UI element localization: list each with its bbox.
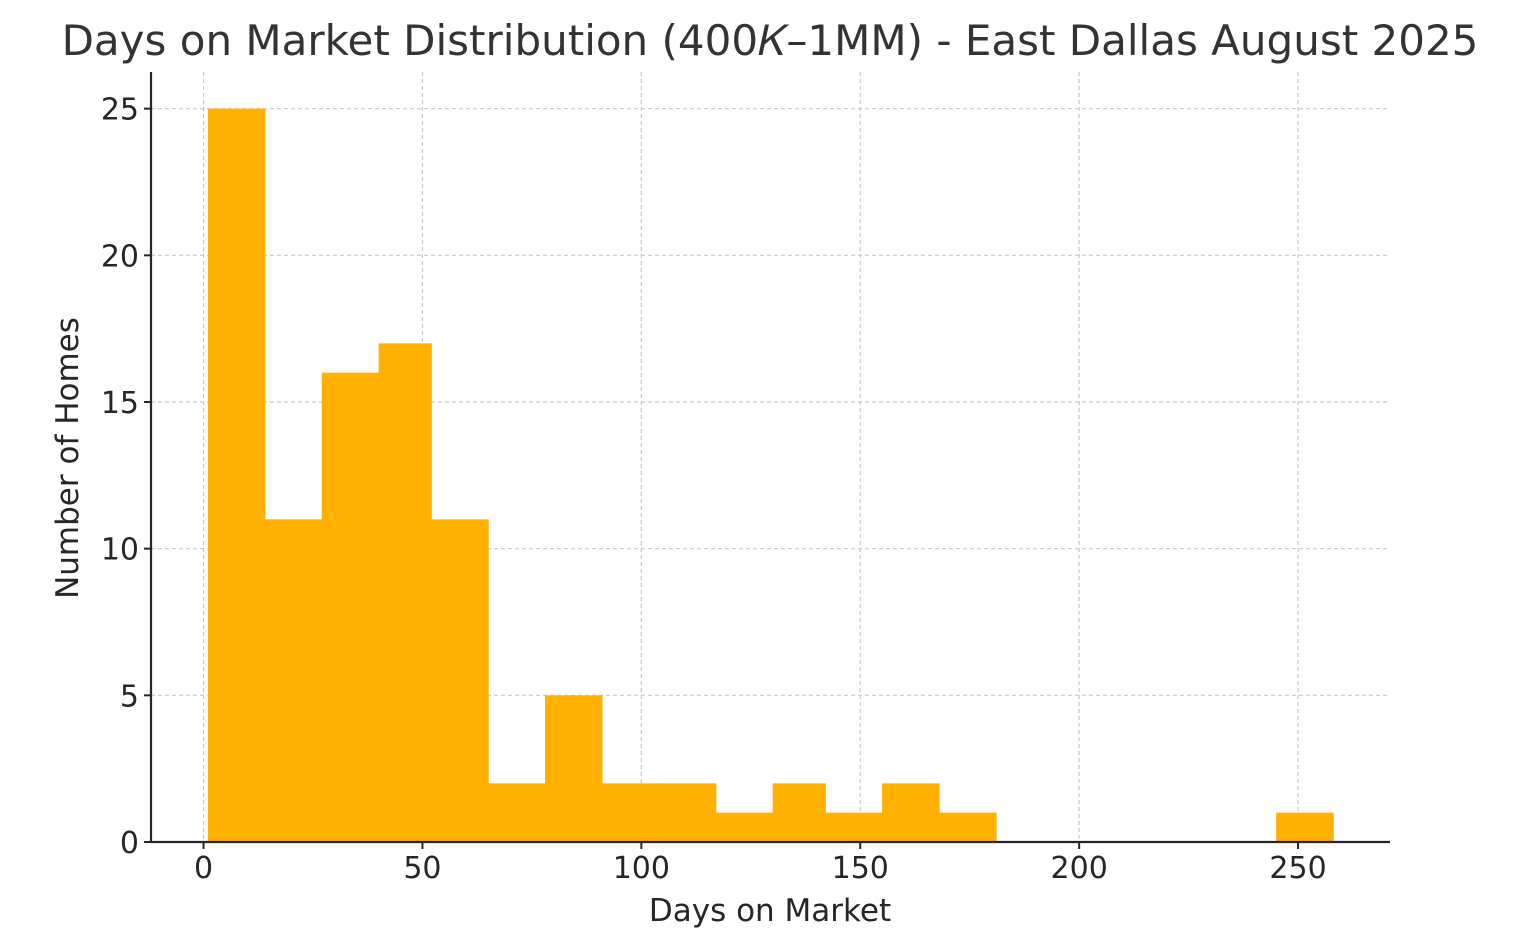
histogram-bar-4 bbox=[431, 519, 489, 842]
y-tick-label-3: 15 bbox=[101, 386, 139, 421]
histogram-bar-1 bbox=[264, 519, 323, 842]
x-axis-label: Days on Market bbox=[649, 893, 891, 929]
histogram-bar-12 bbox=[882, 783, 940, 842]
histogram-bar-9 bbox=[715, 812, 774, 842]
x-tick-label-2: 100 bbox=[613, 851, 670, 886]
y-tick-label-2: 10 bbox=[101, 533, 139, 568]
histogram-bars bbox=[207, 108, 1334, 842]
histogram-bar-2 bbox=[321, 372, 380, 842]
histogram-bar-5 bbox=[488, 783, 546, 842]
y-tick-label-1: 5 bbox=[120, 679, 139, 714]
y-tick-label-4: 20 bbox=[101, 239, 139, 274]
histogram-bar-8 bbox=[658, 783, 717, 842]
histogram-bar-19 bbox=[1276, 812, 1334, 842]
histogram-bar-6 bbox=[545, 695, 603, 842]
x-tick-label-3: 150 bbox=[832, 851, 889, 886]
y-tick-label-5: 25 bbox=[101, 93, 139, 128]
axes bbox=[149, 72, 1390, 844]
histogram-bar-3 bbox=[378, 343, 432, 842]
chart-title: Days on Market Distribution (400𝐾–1MM) -… bbox=[62, 16, 1479, 65]
histogram-bar-11 bbox=[825, 812, 883, 842]
x-axis-ticks: 0 50 100 150 200 250 bbox=[194, 842, 1327, 886]
x-tick-label-1: 50 bbox=[403, 851, 441, 886]
x-tick-label-0: 0 bbox=[194, 851, 213, 886]
y-axis-ticks: 0 5 10 15 20 25 bbox=[101, 93, 151, 861]
histogram-bar-7 bbox=[601, 783, 660, 842]
y-axis-label: Number of Homes bbox=[50, 317, 86, 599]
histogram-bar-0 bbox=[207, 108, 266, 842]
y-tick-label-0: 0 bbox=[120, 826, 139, 861]
x-tick-label-4: 200 bbox=[1051, 851, 1108, 886]
histogram-bar-10 bbox=[772, 783, 826, 842]
x-tick-label-5: 250 bbox=[1269, 851, 1326, 886]
histogram-bar-13 bbox=[939, 812, 997, 842]
